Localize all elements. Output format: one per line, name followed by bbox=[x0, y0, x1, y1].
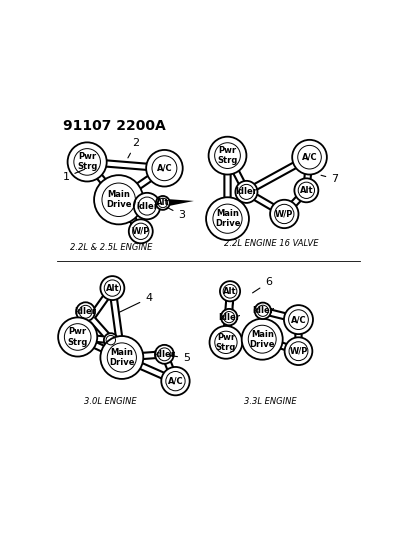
Circle shape bbox=[129, 219, 153, 243]
Text: 91107 2200A: 91107 2200A bbox=[63, 119, 166, 133]
Text: W/P: W/P bbox=[131, 227, 150, 236]
Text: Main
Drive: Main Drive bbox=[249, 330, 275, 349]
Text: 6: 6 bbox=[253, 277, 272, 293]
Text: 5: 5 bbox=[170, 353, 190, 363]
Circle shape bbox=[94, 175, 143, 224]
Text: Idler: Idler bbox=[136, 201, 158, 211]
Circle shape bbox=[270, 200, 298, 228]
Text: 3.0L ENGINE: 3.0L ENGINE bbox=[85, 397, 137, 406]
Text: W/P: W/P bbox=[275, 209, 293, 219]
Text: A/C: A/C bbox=[157, 164, 172, 173]
Text: Idler: Idler bbox=[74, 307, 96, 316]
Circle shape bbox=[134, 193, 160, 219]
Circle shape bbox=[221, 309, 237, 325]
Text: 3.3L ENGINE: 3.3L ENGINE bbox=[244, 397, 296, 406]
Circle shape bbox=[235, 181, 258, 203]
Circle shape bbox=[210, 326, 242, 359]
Text: Main
Drive: Main Drive bbox=[106, 190, 131, 209]
Circle shape bbox=[220, 281, 240, 301]
Circle shape bbox=[101, 276, 125, 300]
Circle shape bbox=[58, 318, 97, 357]
Circle shape bbox=[206, 197, 249, 240]
Text: Pwr
Strg: Pwr Strg bbox=[216, 333, 236, 352]
Text: 2.2L ENGINE 16 VALVE: 2.2L ENGINE 16 VALVE bbox=[224, 239, 319, 248]
Circle shape bbox=[284, 337, 312, 365]
Text: A/C: A/C bbox=[302, 152, 317, 161]
Text: Alt: Alt bbox=[156, 198, 170, 207]
Text: Pwr
Strg: Pwr Strg bbox=[77, 152, 97, 172]
Text: Main
Drive: Main Drive bbox=[109, 348, 135, 367]
Text: Idler: Idler bbox=[252, 306, 274, 316]
Text: Pwr
Strg: Pwr Strg bbox=[217, 146, 238, 165]
Text: 2: 2 bbox=[128, 138, 140, 158]
Text: Idler: Idler bbox=[218, 313, 240, 321]
Text: Alt: Alt bbox=[300, 186, 313, 195]
Text: 7: 7 bbox=[321, 174, 338, 184]
Text: Alt: Alt bbox=[223, 287, 237, 296]
Circle shape bbox=[294, 179, 318, 203]
Text: 4: 4 bbox=[120, 293, 152, 312]
Text: W/P: W/P bbox=[289, 346, 308, 356]
Circle shape bbox=[156, 196, 170, 210]
Circle shape bbox=[155, 345, 174, 364]
Text: 2.2L & 2.5L ENGINE: 2.2L & 2.5L ENGINE bbox=[70, 243, 152, 252]
Circle shape bbox=[284, 305, 313, 334]
Text: Idler: Idler bbox=[153, 350, 175, 359]
Circle shape bbox=[242, 319, 283, 360]
Circle shape bbox=[68, 142, 107, 181]
Circle shape bbox=[146, 150, 183, 187]
Circle shape bbox=[101, 336, 143, 379]
Circle shape bbox=[292, 140, 327, 174]
Text: A/C: A/C bbox=[168, 377, 183, 386]
Circle shape bbox=[104, 333, 118, 347]
Text: Main
Drive: Main Drive bbox=[215, 209, 240, 228]
Text: 3: 3 bbox=[167, 207, 185, 220]
Text: 1: 1 bbox=[63, 169, 85, 182]
Circle shape bbox=[161, 367, 190, 395]
Circle shape bbox=[209, 136, 247, 174]
Circle shape bbox=[76, 302, 95, 321]
Text: A/C: A/C bbox=[291, 315, 306, 324]
Text: Pwr
Strg: Pwr Strg bbox=[68, 327, 88, 346]
Text: Idler: Idler bbox=[235, 188, 258, 196]
Text: Alt: Alt bbox=[105, 284, 119, 293]
Circle shape bbox=[255, 303, 271, 319]
